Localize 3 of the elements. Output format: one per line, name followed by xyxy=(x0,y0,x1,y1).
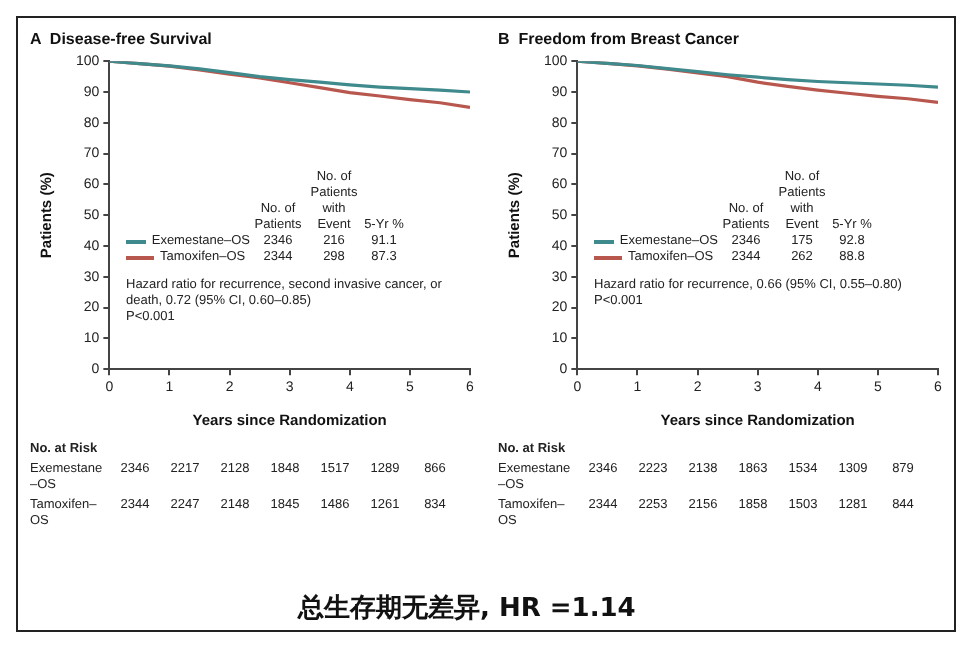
chart-title: A Disease-free Survival xyxy=(30,30,212,49)
text: 总生存期无差异, HR =1.14 xyxy=(298,592,636,626)
chart-title: B Freedom from Breast Cancer xyxy=(498,30,739,49)
